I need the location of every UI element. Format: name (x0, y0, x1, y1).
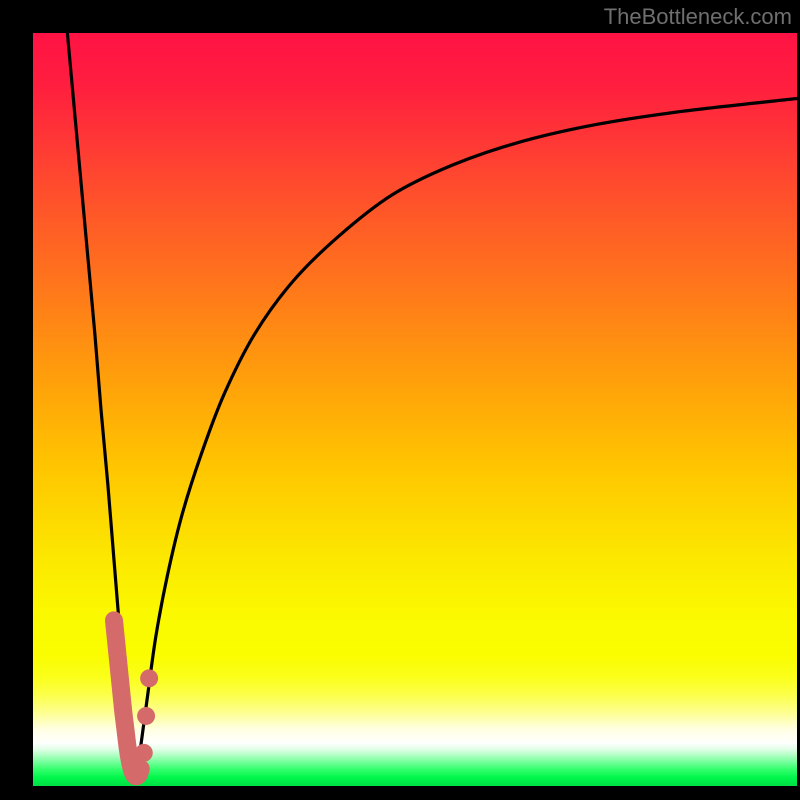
data-dot (135, 744, 153, 762)
data-dot (140, 669, 158, 687)
data-dot (137, 707, 155, 725)
plot-area (33, 33, 797, 786)
watermark-text: TheBottleneck.com (604, 4, 792, 30)
curve-layer (33, 33, 797, 786)
chart-container: TheBottleneck.com (0, 0, 800, 800)
curve-right (134, 99, 797, 784)
